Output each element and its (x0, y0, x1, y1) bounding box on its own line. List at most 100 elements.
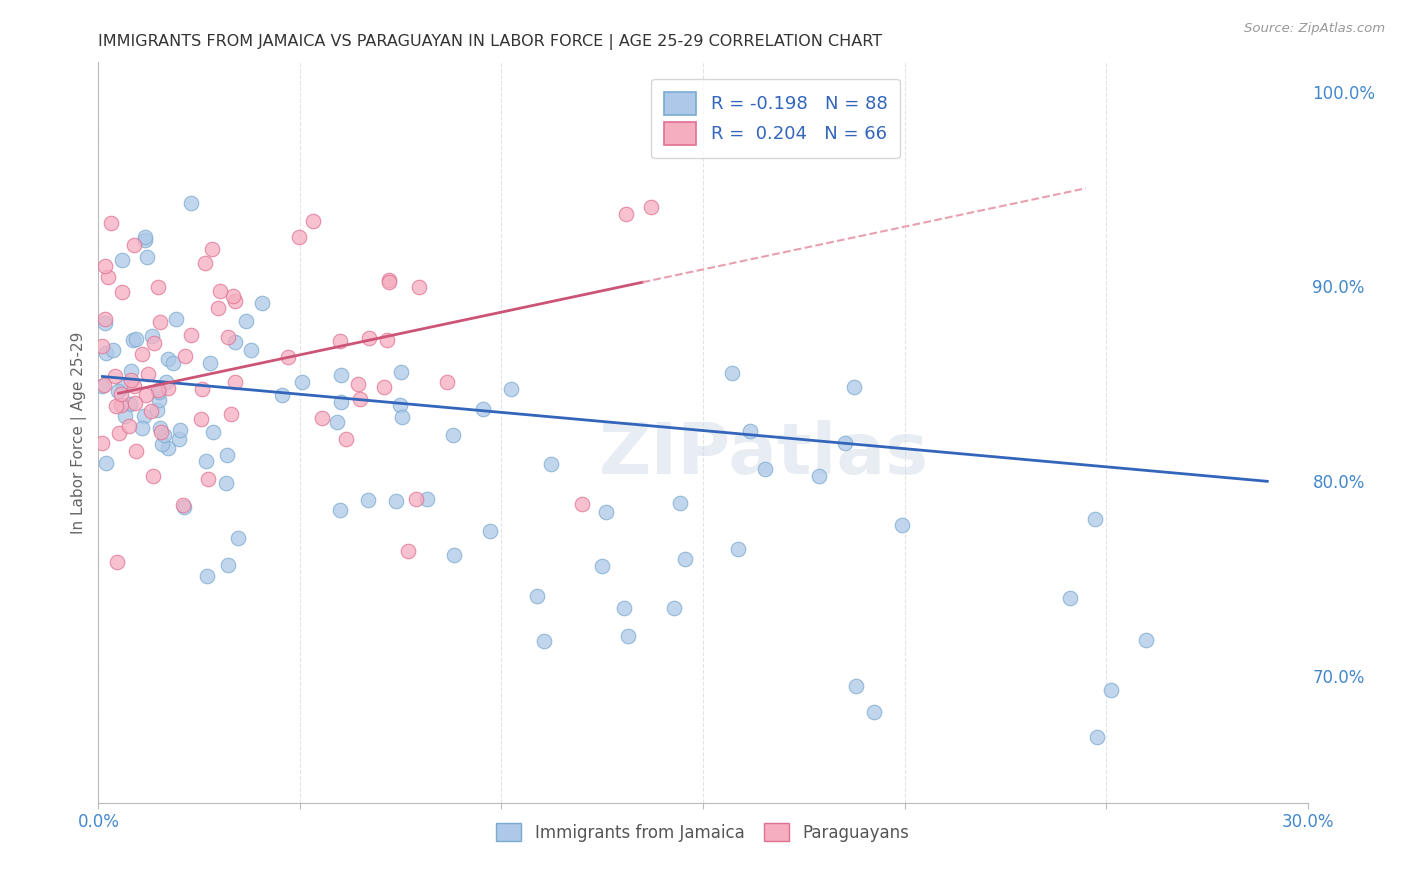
Point (93, 260, 115, 274)
Point (217, 330, 239, 344)
Point (844, 380, 866, 394)
Point (134, 233, 156, 247)
Point (209, 284, 232, 298)
Point (148, 384, 170, 399)
Point (155, 375, 177, 389)
Point (329, 334, 352, 348)
Point (571, 498, 593, 512)
Point (104, 399, 127, 413)
Point (720, 366, 742, 380)
Point (153, 428, 176, 442)
Point (157, 352, 180, 367)
Point (162, 355, 184, 369)
Point (405, 492, 427, 507)
Point (148, 383, 170, 397)
Point (349, 392, 371, 406)
Point (1059, 591, 1081, 605)
Point (110, 398, 132, 412)
Point (540, 457, 562, 471)
Point (415, 492, 437, 507)
Point (110, 253, 132, 268)
Point (142, 336, 165, 351)
Point (97, 269, 120, 284)
Point (131, 420, 153, 434)
Point (111, 379, 134, 393)
Point (108, 426, 131, 441)
Point (478, 524, 501, 538)
Point (145, 403, 167, 417)
Point (385, 494, 408, 508)
Point (121, 333, 143, 347)
Point (727, 541, 749, 556)
Point (1084, 512, 1107, 526)
Point (173, 500, 195, 515)
Point (617, 629, 640, 643)
Point (224, 335, 246, 350)
Point (754, 462, 776, 476)
Point (219, 407, 242, 421)
Point (121, 373, 143, 387)
Point (198, 355, 221, 369)
Point (180, 195, 202, 210)
Point (217, 558, 239, 573)
Point (96, 345, 118, 359)
Point (122, 379, 145, 393)
Point (302, 214, 325, 228)
Point (347, 376, 370, 391)
Point (357, 492, 380, 507)
Point (93, 377, 115, 392)
Point (135, 250, 157, 264)
Point (359, 331, 381, 345)
Point (862, 705, 884, 719)
Point (668, 496, 690, 510)
Point (614, 207, 637, 221)
Point (149, 315, 172, 329)
Point (91, 339, 114, 353)
Point (890, 518, 912, 533)
Point (101, 343, 124, 358)
Point (172, 498, 194, 512)
Point (169, 423, 191, 437)
Point (1135, 633, 1157, 648)
Text: ZIPatlas: ZIPatlas (599, 420, 928, 490)
Point (207, 301, 229, 315)
Point (389, 398, 412, 412)
Point (329, 368, 352, 383)
Point (845, 679, 868, 693)
Point (834, 435, 856, 450)
Point (157, 381, 180, 395)
Point (110, 387, 132, 401)
Point (1087, 730, 1109, 744)
Point (134, 230, 156, 244)
Point (150, 437, 173, 451)
Point (195, 568, 218, 582)
Point (142, 468, 165, 483)
Point (118, 419, 141, 434)
Point (378, 275, 401, 289)
Point (277, 351, 299, 365)
Point (150, 425, 173, 440)
Point (613, 600, 636, 615)
Point (134, 409, 156, 423)
Point (222, 289, 245, 303)
Point (100, 216, 122, 230)
Point (329, 395, 352, 409)
Point (224, 293, 246, 308)
Point (105, 556, 128, 570)
Y-axis label: In Labor Force | Age 25-29: In Labor Force | Age 25-29 (72, 332, 87, 533)
Point (595, 505, 617, 519)
Point (157, 441, 180, 455)
Point (201, 425, 224, 439)
Point (591, 558, 613, 573)
Point (808, 469, 831, 483)
Point (226, 531, 249, 545)
Point (120, 364, 142, 378)
Point (125, 443, 148, 458)
Point (201, 243, 224, 257)
Point (148, 393, 170, 408)
Point (135, 388, 157, 402)
Point (441, 428, 464, 442)
Point (373, 379, 395, 393)
Point (114, 409, 136, 423)
Point (738, 424, 761, 438)
